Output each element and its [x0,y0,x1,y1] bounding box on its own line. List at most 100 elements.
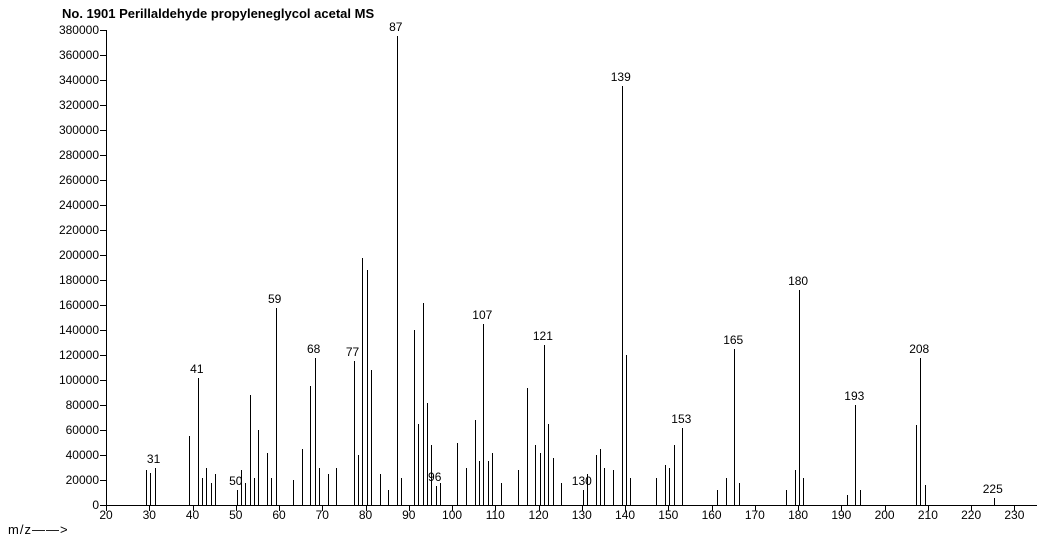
peak-bar [488,461,489,505]
peak-bar [440,483,441,506]
peak-bar [674,445,675,505]
peak-bar [362,258,363,506]
peak-bar [276,308,277,506]
peak-bar [302,449,303,505]
peak-bar [150,473,151,506]
y-tick-label: 380000 [39,23,99,37]
peak-bar [847,495,848,505]
peak-label: 77 [346,345,359,359]
peak-bar [423,303,424,506]
y-tick-label: 160000 [39,298,99,312]
peak-bar [414,330,415,505]
y-tick-mark [100,480,106,481]
y-tick-label: 0 [39,498,99,512]
peak-bar [380,474,381,505]
peak-bar [540,453,541,506]
peak-bar [799,290,800,505]
y-tick-mark [100,80,106,81]
peak-bar [656,478,657,506]
x-tick-mark [625,505,626,511]
peak-bar [622,86,623,505]
peak-bar [475,420,476,505]
peak-bar [786,490,787,505]
y-tick-label: 200000 [39,248,99,262]
peak-label: 87 [389,20,402,34]
y-tick-mark [100,355,106,356]
y-tick-mark [100,255,106,256]
peak-label: 153 [671,412,691,426]
ms-spectrum-container: No. 1901 Perillaldehyde propyleneglycol … [0,0,1064,543]
x-tick-mark [841,505,842,511]
y-tick-label: 120000 [39,348,99,362]
x-tick-mark [928,505,929,511]
y-tick-mark [100,180,106,181]
peak-label: 59 [268,292,281,306]
peak-bar [258,430,259,505]
y-tick-mark [100,280,106,281]
peak-bar [146,470,147,505]
peak-bar [548,424,549,505]
peak-bar [920,358,921,506]
peak-bar [596,455,597,505]
y-tick-label: 260000 [39,173,99,187]
chart-title: No. 1901 Perillaldehyde propyleneglycol … [62,6,374,21]
x-tick-mark [322,505,323,511]
peak-bar [427,403,428,506]
y-tick-label: 320000 [39,98,99,112]
x-tick-mark [409,505,410,511]
peak-bar [479,461,480,505]
peak-label: 68 [307,342,320,356]
y-tick-mark [100,155,106,156]
y-tick-mark [100,305,106,306]
y-tick-label: 100000 [39,373,99,387]
peak-bar [544,345,545,505]
x-tick-mark [582,505,583,511]
x-tick-mark [279,505,280,511]
peak-bar [795,470,796,505]
peak-bar [527,388,528,506]
peak-bar [561,483,562,506]
x-tick-mark [798,505,799,511]
y-tick-mark [100,330,106,331]
peak-bar [358,455,359,505]
peak-label: 50 [229,474,242,488]
x-tick-mark [885,505,886,511]
peak-bar [293,480,294,505]
peak-bar [457,443,458,506]
peak-bar [626,355,627,505]
y-tick-label: 340000 [39,73,99,87]
y-tick-label: 140000 [39,323,99,337]
y-tick-mark [100,205,106,206]
peak-bar [925,485,926,505]
peak-bar [328,474,329,505]
peak-bar [198,378,199,506]
y-tick-label: 360000 [39,48,99,62]
x-tick-mark [193,505,194,511]
x-tick-mark [668,505,669,511]
x-tick-mark [971,505,972,511]
peak-bar [310,386,311,505]
peak-bar [860,490,861,505]
y-tick-mark [100,55,106,56]
x-tick-mark [106,505,107,511]
peak-bar [855,405,856,505]
y-tick-mark [100,130,106,131]
peak-bar [371,370,372,505]
peak-bar [501,483,502,506]
peak-bar [518,470,519,505]
peak-label: 31 [147,452,160,466]
peak-bar [206,468,207,506]
peak-bar [401,478,402,506]
y-tick-mark [100,430,106,431]
peak-bar [604,468,605,506]
peak-bar [600,449,601,505]
peak-bar [354,361,355,505]
y-tick-label: 80000 [39,398,99,412]
x-axis-label: m/z——> [8,522,69,537]
peak-bar [535,445,536,505]
peak-bar [315,358,316,506]
peak-bar [726,478,727,506]
peak-label: 96 [428,470,441,484]
y-tick-label: 40000 [39,448,99,462]
peak-bar [250,395,251,505]
